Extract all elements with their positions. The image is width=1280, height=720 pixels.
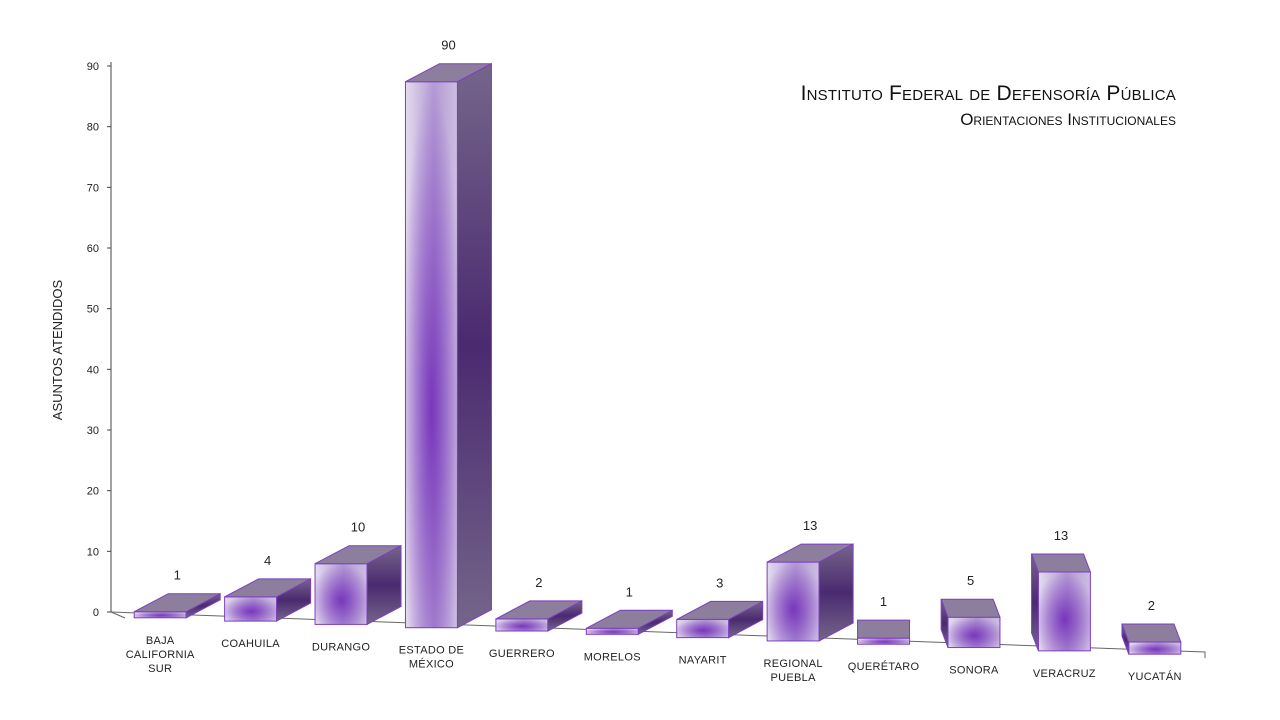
bar-top-face xyxy=(224,578,311,598)
bar-front-shade xyxy=(134,611,187,618)
y-tick-label: 60 xyxy=(87,243,99,255)
bar-5: 2 xyxy=(495,575,583,632)
bar-front-shade xyxy=(947,617,1000,648)
data-label: 1 xyxy=(880,594,887,609)
data-label: 5 xyxy=(967,573,974,588)
bar-7: 3 xyxy=(676,575,764,639)
y-tick-label: 70 xyxy=(87,182,99,194)
y-tick-label: 90 xyxy=(87,61,99,73)
data-label: 2 xyxy=(535,575,542,590)
bar-top-face xyxy=(1121,623,1182,643)
bar-6: 1 xyxy=(585,584,673,636)
bar-top-face xyxy=(857,619,911,639)
bar-front-shade xyxy=(495,618,548,632)
y-tick-label: 80 xyxy=(87,122,99,134)
category-labels: BAJA CALIFORNIA SUR COAHUILA DURANGO ESTADO D… xyxy=(126,635,1182,684)
bar-top-face xyxy=(405,63,492,83)
category-label: VERACRUZ xyxy=(1033,668,1096,680)
category-label: ESTADO DE MÉXICO xyxy=(399,645,464,671)
bar-top-face xyxy=(586,609,673,629)
data-label: 4 xyxy=(264,553,271,568)
y-axis-title: ASUNTOS ATENDIDOS xyxy=(50,279,65,420)
category-label: SONORA xyxy=(949,665,999,677)
bar-10: 5 xyxy=(940,573,1001,649)
bar-front-shade xyxy=(676,619,729,638)
category-label: NAYARIT xyxy=(679,655,727,667)
bar-top-face xyxy=(766,543,854,563)
y-tick-label: 50 xyxy=(87,304,99,316)
data-label: 13 xyxy=(1054,528,1068,543)
bar-4: 90 xyxy=(404,38,492,629)
bar-top-face xyxy=(314,545,402,565)
bar-front-shade xyxy=(1128,642,1181,655)
data-label: 90 xyxy=(441,38,455,53)
category-label: DURANGO xyxy=(312,641,370,653)
y-axis: 0 10 20 30 40 50 60 70 80 90 xyxy=(87,61,112,619)
bar-11: 13 xyxy=(1030,528,1092,652)
bar-front-shade xyxy=(405,81,458,628)
data-label: 1 xyxy=(174,568,181,583)
y-tick-label: 10 xyxy=(87,546,99,558)
bar-front-shade xyxy=(857,638,910,645)
y-tick-label: 40 xyxy=(87,364,99,376)
category-label: REGIONAL PUEBLA xyxy=(764,658,823,684)
chart-title-block: Instituto Federal de Defensoría Pública … xyxy=(801,82,1176,130)
bar-1: 1 xyxy=(133,568,221,619)
chart-subtitle: Orientaciones Institucionales xyxy=(960,110,1176,129)
category-label: COAHUILA xyxy=(221,638,280,650)
category-label: MORELOS xyxy=(584,651,641,663)
bar-front-shade xyxy=(586,628,639,635)
data-label: 10 xyxy=(351,520,365,535)
y-tick-label: 20 xyxy=(87,486,99,498)
bar-top-face xyxy=(133,593,221,613)
category-label: YUCATÁN xyxy=(1128,670,1182,683)
data-label: 13 xyxy=(803,518,817,533)
category-label: BAJA CALIFORNIA SUR xyxy=(126,635,195,675)
bar-front-shade xyxy=(1038,571,1091,651)
bar-front-shade xyxy=(767,562,820,641)
bar-9: 1 xyxy=(857,594,911,645)
bar-front-shade xyxy=(224,596,277,622)
bar-front-shade xyxy=(315,563,368,625)
chart-title: Instituto Federal de Defensoría Pública xyxy=(800,82,1176,105)
data-label: 2 xyxy=(1148,598,1155,613)
bar-3: 10 xyxy=(314,520,402,626)
bar-top-face xyxy=(940,598,1001,618)
data-label: 3 xyxy=(716,575,723,590)
bar-2: 4 xyxy=(224,553,312,622)
y-tick-label: 0 xyxy=(93,607,99,619)
bar-top-face xyxy=(495,600,583,620)
bar-12: 2 xyxy=(1121,598,1182,655)
y-tick-label: 30 xyxy=(87,425,99,437)
bar-side-face xyxy=(456,62,492,629)
floor-edge xyxy=(110,611,126,619)
data-label: 1 xyxy=(626,584,633,599)
bar-top-face xyxy=(676,600,763,620)
bar-8: 13 xyxy=(766,518,854,642)
category-label: QUERÉTARO xyxy=(848,660,920,673)
bar-top-face xyxy=(1030,553,1092,573)
category-label: GUERRERO xyxy=(489,648,555,660)
